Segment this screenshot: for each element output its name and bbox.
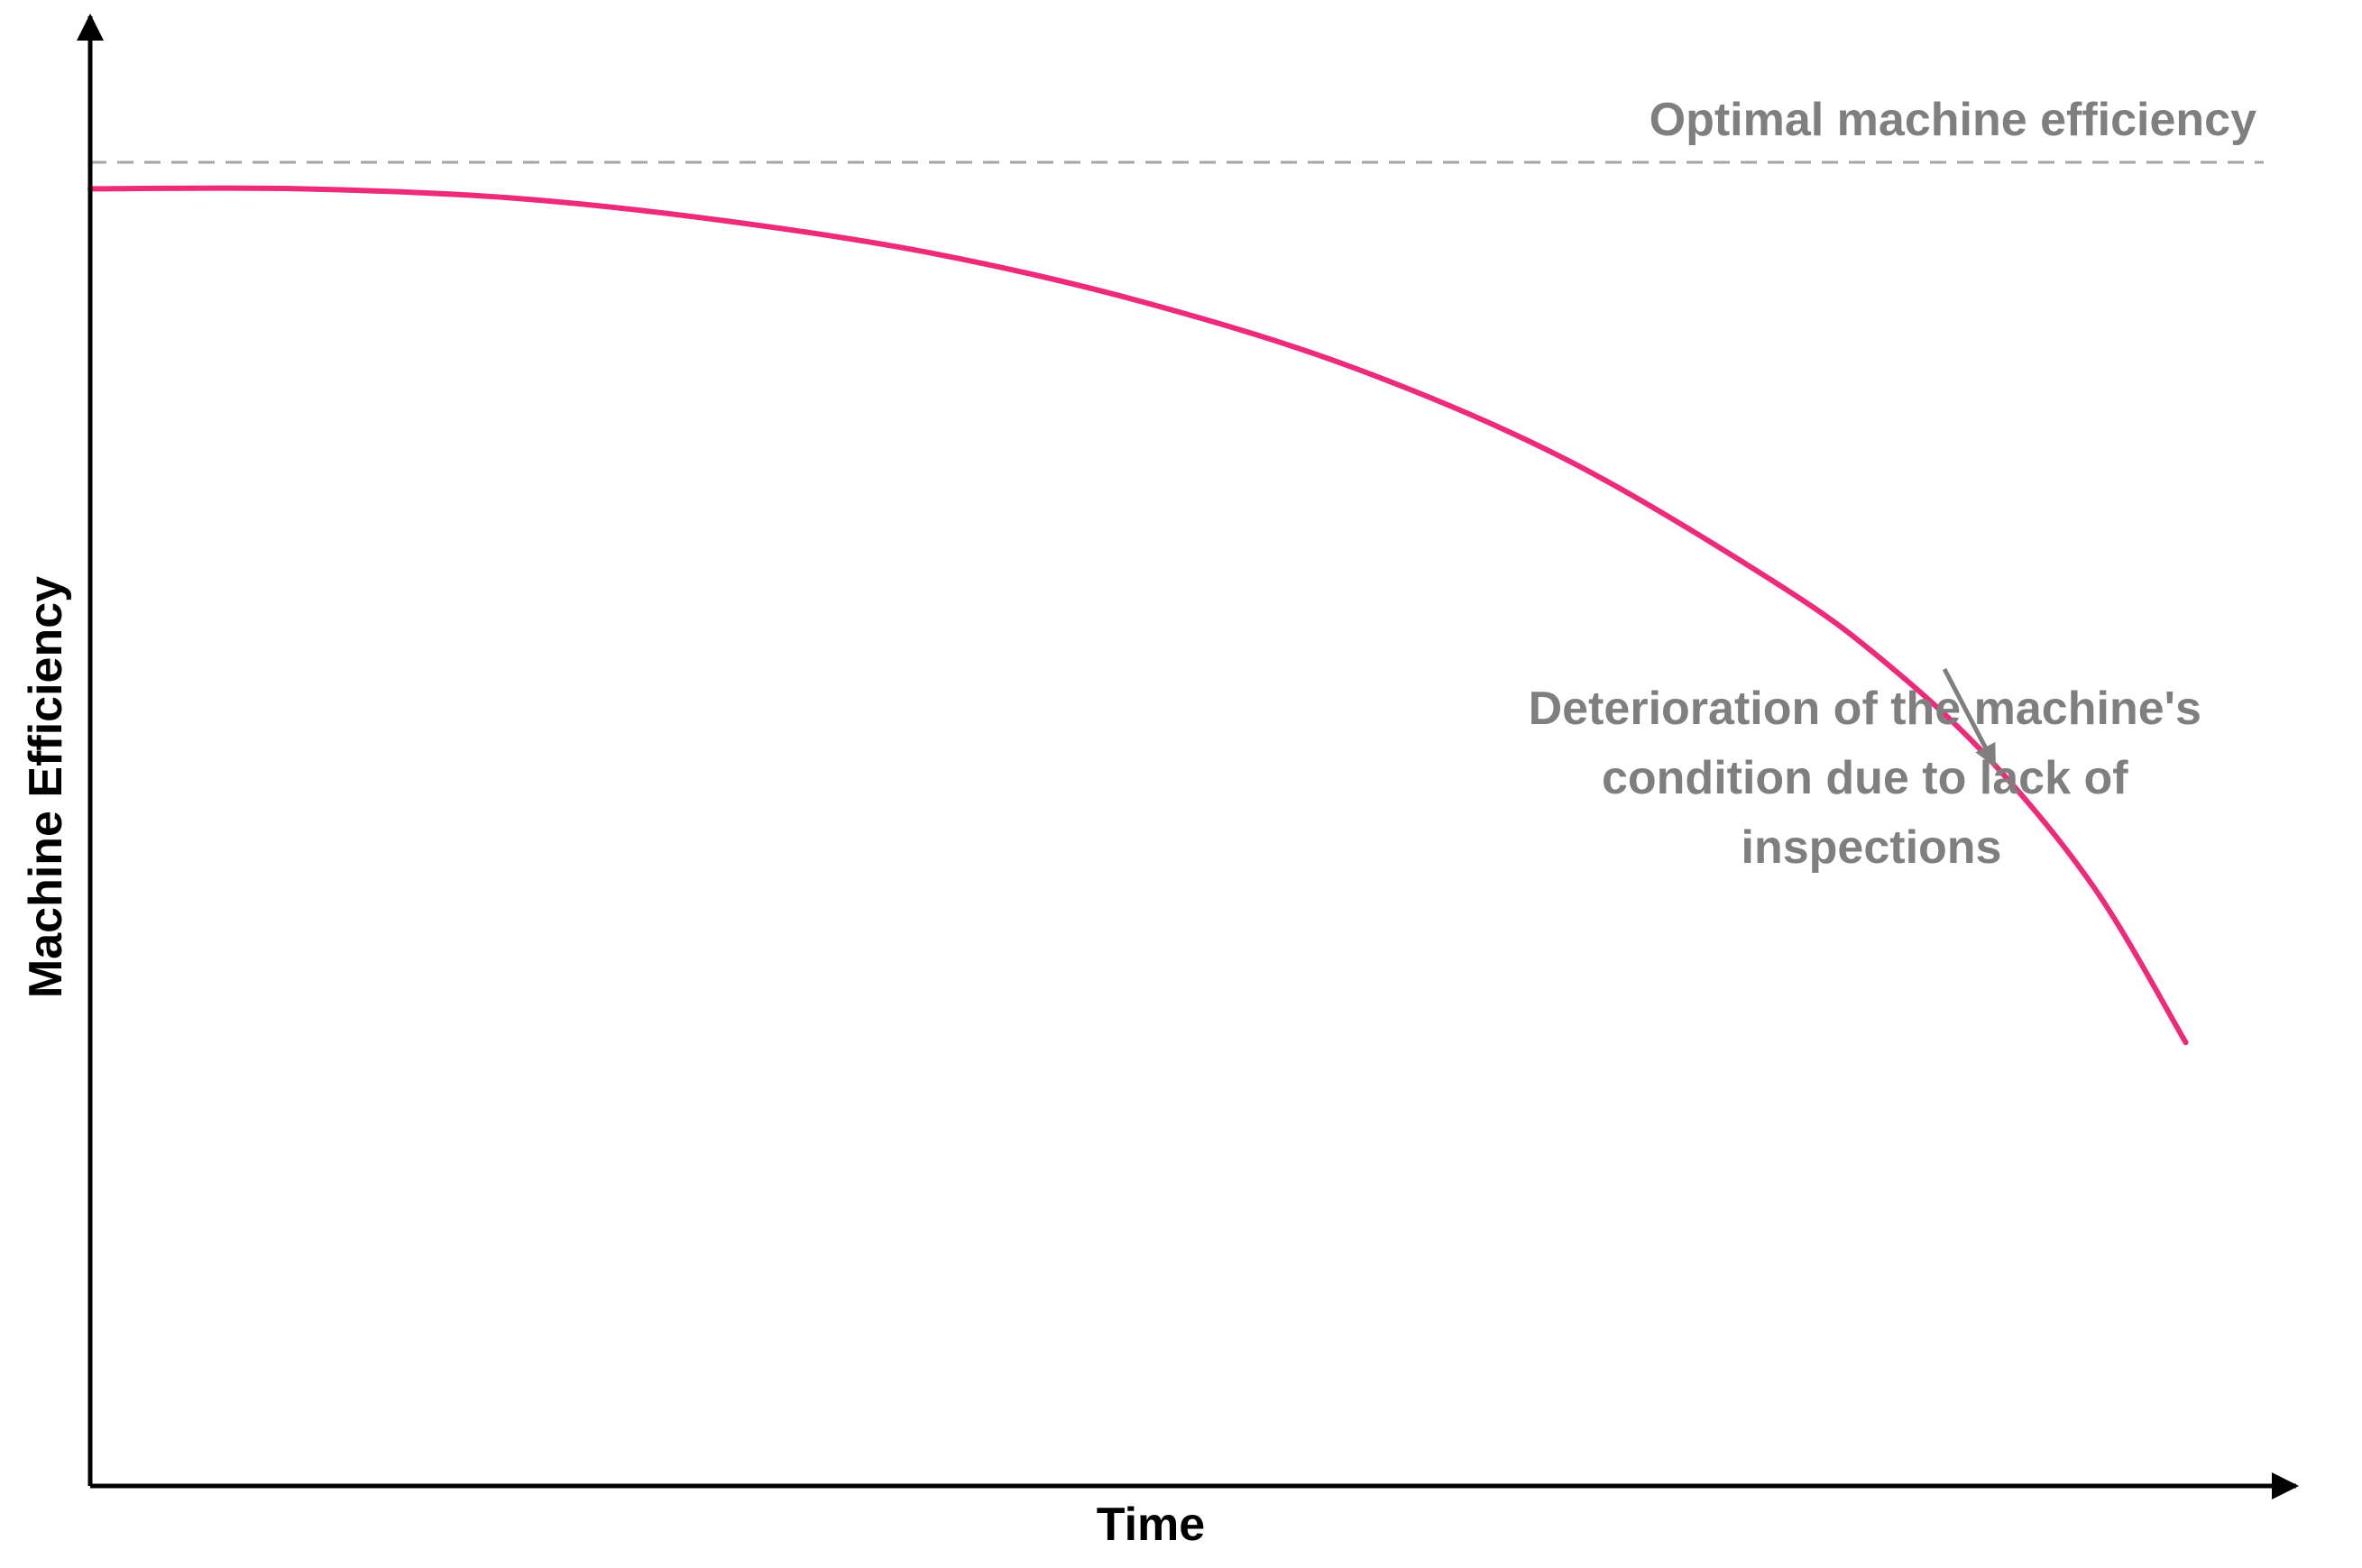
optimal-efficiency-label: Optimal machine efficiency [1650,94,2256,146]
annotation-line-1: Deterioration of the machine's [1529,683,2201,735]
y-axis-label: Machine Efficiency [20,576,72,998]
annotation-arrow [1942,667,1997,767]
x-axis-label: Time [1097,1499,1205,1551]
annotation-line-3: inspections [1742,821,2002,874]
annotation-line-2: condition due to lack of [1602,752,2128,804]
efficiency-curve [87,185,2189,1046]
deterioration-annotation: Deterioration of the machine's condition… [1529,683,2215,874]
